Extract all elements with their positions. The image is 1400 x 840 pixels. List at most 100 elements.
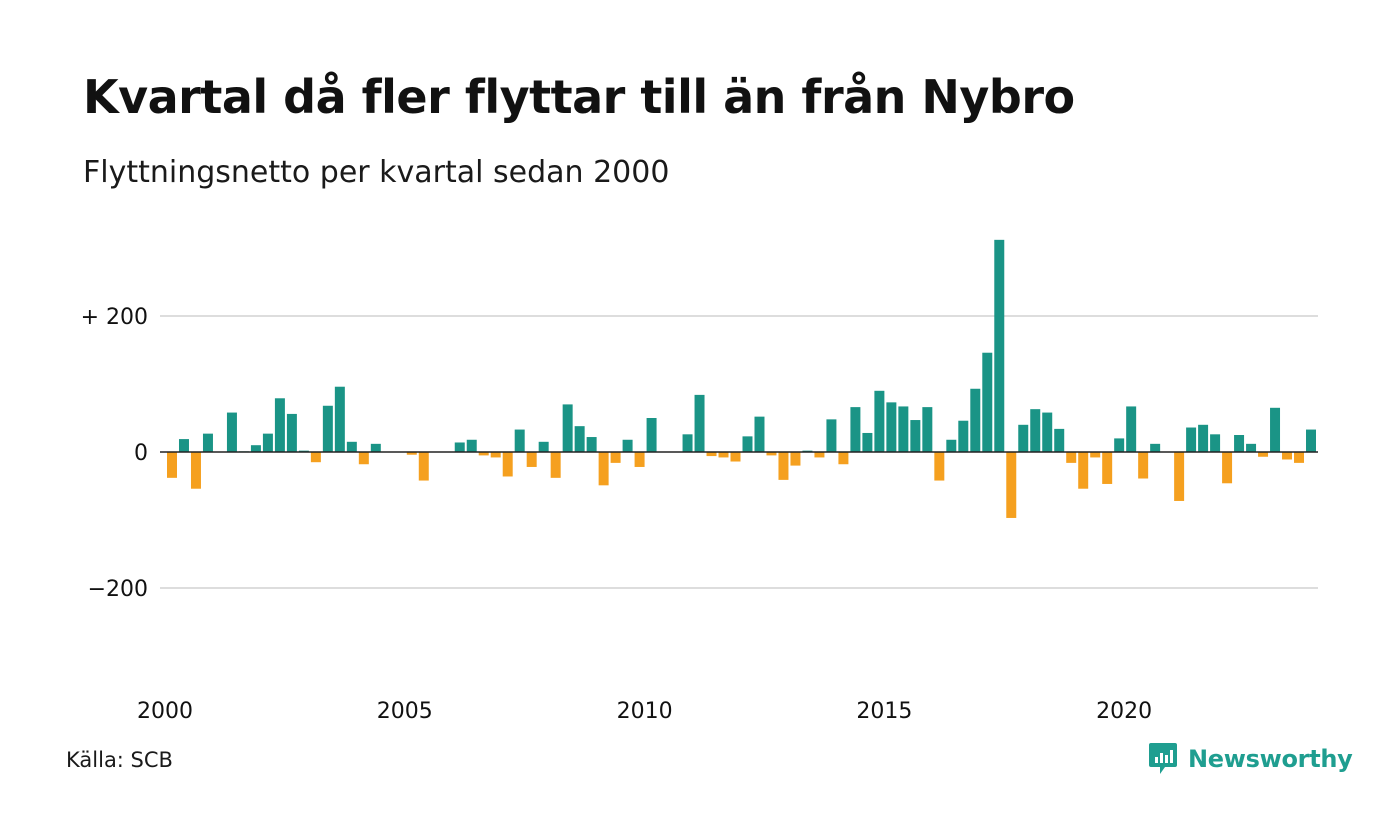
bar-2000-k1 <box>167 452 177 478</box>
bar-2020-k2 <box>1138 452 1149 479</box>
bar-2011-k2 <box>706 452 717 457</box>
y-tick-label: + 200 <box>81 305 148 330</box>
y-axis-ticks: + 200 0 −200 <box>81 305 148 602</box>
chart-subtitle: Flyttningsnetto per kvartal sedan 2000 <box>83 155 670 190</box>
bar-2013-k4 <box>826 419 837 452</box>
bar-2021-k3 <box>1198 424 1209 452</box>
bar-2013-k1 <box>790 452 801 466</box>
x-tick-label: 2005 <box>377 699 433 724</box>
bar-2007-k4 <box>538 441 549 452</box>
bar-2019-k4 <box>1114 438 1125 452</box>
bar-2023-k4 <box>1306 429 1316 452</box>
bar-2021-k2 <box>1186 427 1197 452</box>
bar-2019-k2 <box>1090 452 1101 458</box>
bar-2017-k1 <box>982 352 993 452</box>
bar-2014-k2 <box>850 407 861 452</box>
x-tick-label: 2015 <box>856 699 912 724</box>
bar-2014-k3 <box>862 432 873 452</box>
bar-2023-k1 <box>1270 407 1281 452</box>
bar-2022-k1 <box>1222 452 1233 484</box>
bar-2009-k1 <box>598 452 609 486</box>
y-tick-label: 0 <box>134 441 148 466</box>
bar-2006-k3 <box>478 452 489 456</box>
bar-2003-k4 <box>346 441 357 452</box>
chart-title: Kvartal då fler flyttar till än från Nyb… <box>83 70 1075 124</box>
bar-2012-k4 <box>778 452 789 480</box>
bar-2018-k4 <box>1066 452 1077 463</box>
gridlines <box>160 315 1318 589</box>
bar-2003-k1 <box>310 452 321 463</box>
bar-2009-k3 <box>622 439 633 452</box>
bar-2008-k3 <box>574 426 585 452</box>
x-tick-label: 2000 <box>137 699 193 724</box>
bar-2023-k2 <box>1282 452 1293 460</box>
x-axis-ticks: 2000 2005 2010 2015 2020 <box>137 699 1152 724</box>
bar-2001-k4 <box>250 445 261 452</box>
bar-2022-k3 <box>1246 443 1257 452</box>
bar-2016-k4 <box>970 388 981 452</box>
bar-2022-k2 <box>1234 435 1245 452</box>
bar-2003-k3 <box>334 386 345 452</box>
bar-2011-k4 <box>730 452 741 462</box>
bar-2019-k1 <box>1078 452 1089 489</box>
bar-2020-k3 <box>1150 443 1161 452</box>
bars <box>167 239 1316 518</box>
bar-2017-k2 <box>994 239 1005 452</box>
bar-2018-k3 <box>1054 428 1065 452</box>
bar-2007-k3 <box>526 452 537 467</box>
newsworthy-logo-icon <box>1149 743 1177 774</box>
bar-2009-k4 <box>634 452 645 467</box>
bar-2000-k2 <box>178 439 189 452</box>
bar-2021-k1 <box>1174 452 1185 501</box>
source-note: Källa: SCB <box>66 748 173 772</box>
bar-2009-k2 <box>610 452 621 463</box>
bar-2016-k2 <box>946 439 957 452</box>
bar-2008-k2 <box>562 404 573 452</box>
x-tick-label: 2010 <box>617 699 673 724</box>
y-tick-label: −200 <box>88 577 148 602</box>
bar-2018-k1 <box>1030 409 1041 452</box>
bar-2010-k1 <box>646 418 657 452</box>
bar-2020-k1 <box>1126 406 1137 452</box>
bar-2010-k4 <box>682 434 693 452</box>
bar-2002-k2 <box>274 398 285 452</box>
brand-logo[interactable]: Newsworthy <box>1148 742 1353 776</box>
bar-2011-k3 <box>718 452 729 458</box>
bar-2021-k4 <box>1210 434 1221 452</box>
bar-2006-k2 <box>466 439 477 452</box>
bar-2006-k1 <box>454 442 465 452</box>
bar-2019-k3 <box>1102 452 1113 484</box>
bar-2005-k1 <box>406 452 417 455</box>
bar-2014-k4 <box>874 390 885 452</box>
bar-2022-k4 <box>1258 452 1269 457</box>
bar-2012-k1 <box>742 436 753 452</box>
bar-2015-k3 <box>910 420 921 452</box>
bar-2018-k2 <box>1042 412 1053 452</box>
bar-2000-k4 <box>202 433 213 452</box>
bar-2000-k3 <box>190 452 201 489</box>
bar-2015-k1 <box>886 402 897 452</box>
bar-2007-k2 <box>514 429 525 452</box>
bar-2007-k1 <box>502 452 513 477</box>
bar-2015-k2 <box>898 406 909 452</box>
brand-name: Newsworthy <box>1188 745 1353 773</box>
bar-2003-k2 <box>322 405 333 452</box>
bar-2008-k4 <box>586 437 597 452</box>
bar-2011-k1 <box>694 394 705 452</box>
bar-2013-k3 <box>814 452 825 458</box>
bar-2012-k3 <box>766 452 777 456</box>
bar-2015-k4 <box>922 407 933 452</box>
bar-2002-k3 <box>286 413 297 452</box>
bar-2004-k2 <box>370 443 381 452</box>
x-tick-label: 2020 <box>1096 699 1152 724</box>
bar-2006-k4 <box>490 452 501 458</box>
bar-2008-k1 <box>550 452 561 478</box>
bar-2014-k1 <box>838 452 849 465</box>
bar-2016-k3 <box>958 420 969 452</box>
bar-2012-k2 <box>754 416 765 452</box>
bar-2005-k2 <box>418 452 429 481</box>
bar-2002-k1 <box>262 433 273 452</box>
bar-2016-k1 <box>934 452 945 481</box>
bar-2023-k3 <box>1294 452 1305 463</box>
